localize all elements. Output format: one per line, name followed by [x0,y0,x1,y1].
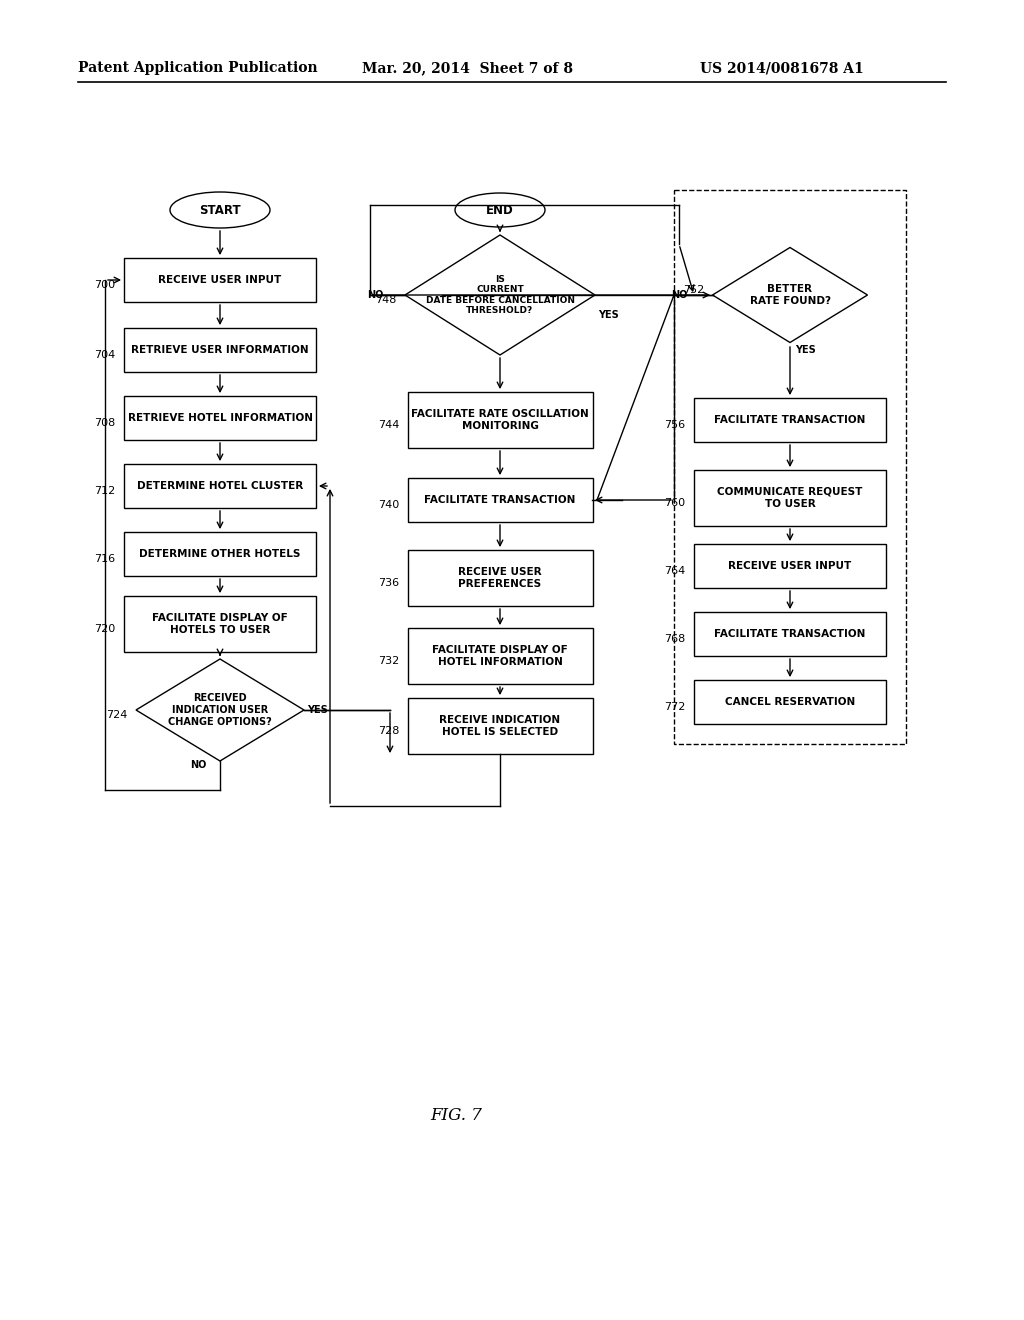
Text: 716: 716 [94,554,115,564]
Text: END: END [486,203,514,216]
Text: DETERMINE OTHER HOTELS: DETERMINE OTHER HOTELS [139,549,301,558]
Text: 748: 748 [375,294,396,305]
Text: 752: 752 [683,285,705,294]
Text: 764: 764 [664,566,685,576]
FancyBboxPatch shape [694,399,886,442]
Text: 712: 712 [94,486,116,496]
Text: FACILITATE RATE OSCILLATION
MONITORING: FACILITATE RATE OSCILLATION MONITORING [411,409,589,432]
Text: 732: 732 [378,656,399,667]
FancyBboxPatch shape [124,257,316,302]
Text: 740: 740 [378,500,399,510]
Text: FACILITATE TRANSACTION: FACILITATE TRANSACTION [424,495,575,506]
Text: RECEIVE USER INPUT: RECEIVE USER INPUT [728,561,852,572]
Text: FACILITATE DISPLAY OF
HOTELS TO USER: FACILITATE DISPLAY OF HOTELS TO USER [153,612,288,635]
Polygon shape [406,235,595,355]
Polygon shape [136,659,304,762]
Text: IS
CURRENT
DATE BEFORE CANCELLATION
THRESHOLD?: IS CURRENT DATE BEFORE CANCELLATION THRE… [426,275,574,315]
FancyBboxPatch shape [124,396,316,440]
Ellipse shape [170,191,270,228]
Ellipse shape [455,193,545,227]
Text: NO: NO [367,290,383,300]
Text: NO: NO [190,760,207,770]
Text: 760: 760 [664,498,685,508]
Text: YES: YES [795,345,816,355]
Text: 720: 720 [94,624,116,634]
FancyBboxPatch shape [694,470,886,525]
Text: RETRIEVE HOTEL INFORMATION: RETRIEVE HOTEL INFORMATION [128,413,312,422]
Text: DETERMINE HOTEL CLUSTER: DETERMINE HOTEL CLUSTER [137,480,303,491]
Text: 724: 724 [106,710,127,719]
FancyBboxPatch shape [408,392,593,447]
Text: 772: 772 [664,702,685,711]
Text: FACILITATE TRANSACTION: FACILITATE TRANSACTION [715,414,865,425]
FancyBboxPatch shape [124,597,316,652]
Polygon shape [713,248,867,342]
FancyBboxPatch shape [124,532,316,576]
Text: RECEIVE USER INPUT: RECEIVE USER INPUT [159,275,282,285]
Text: FIG. 7: FIG. 7 [430,1107,482,1125]
Text: 768: 768 [664,634,685,644]
Text: Patent Application Publication: Patent Application Publication [78,61,317,75]
FancyBboxPatch shape [408,550,593,606]
Text: NO: NO [672,290,688,300]
Text: YES: YES [307,705,328,715]
Text: BETTER
RATE FOUND?: BETTER RATE FOUND? [750,284,830,306]
Text: 728: 728 [378,726,399,737]
Text: 708: 708 [94,418,116,428]
FancyBboxPatch shape [408,478,593,521]
FancyBboxPatch shape [694,544,886,587]
Text: FACILITATE TRANSACTION: FACILITATE TRANSACTION [715,630,865,639]
Text: FACILITATE DISPLAY OF
HOTEL INFORMATION: FACILITATE DISPLAY OF HOTEL INFORMATION [432,644,568,667]
Text: RECEIVE INDICATION
HOTEL IS SELECTED: RECEIVE INDICATION HOTEL IS SELECTED [439,715,560,737]
Text: YES: YES [598,310,618,319]
Text: RECEIVE USER
PREFERENCES: RECEIVE USER PREFERENCES [458,566,542,589]
Text: RETRIEVE USER INFORMATION: RETRIEVE USER INFORMATION [131,345,309,355]
FancyBboxPatch shape [124,465,316,508]
Text: 744: 744 [378,420,399,430]
FancyBboxPatch shape [694,612,886,656]
Text: Mar. 20, 2014  Sheet 7 of 8: Mar. 20, 2014 Sheet 7 of 8 [362,61,573,75]
Text: START: START [200,203,241,216]
Text: COMMUNICATE REQUEST
TO USER: COMMUNICATE REQUEST TO USER [718,487,862,510]
Text: CANCEL RESERVATION: CANCEL RESERVATION [725,697,855,708]
Text: 700: 700 [94,280,115,290]
Text: 736: 736 [378,578,399,587]
Text: RECEIVED
INDICATION USER
CHANGE OPTIONS?: RECEIVED INDICATION USER CHANGE OPTIONS? [168,693,272,726]
Text: US 2014/0081678 A1: US 2014/0081678 A1 [700,61,864,75]
FancyBboxPatch shape [408,628,593,684]
Text: 756: 756 [664,420,685,430]
FancyBboxPatch shape [694,680,886,723]
Bar [674,190,906,744]
Text: 704: 704 [94,350,116,360]
FancyBboxPatch shape [408,698,593,754]
FancyBboxPatch shape [124,327,316,372]
